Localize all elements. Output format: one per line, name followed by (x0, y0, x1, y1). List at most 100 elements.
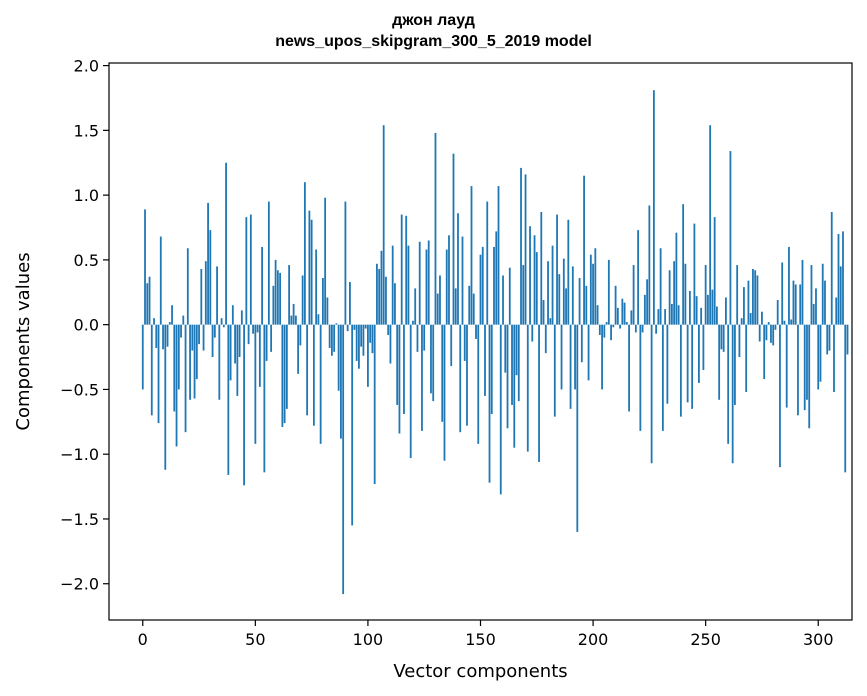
bar (351, 324, 354, 526)
bar (394, 283, 396, 325)
bar (466, 324, 468, 426)
bar (767, 322, 770, 325)
bar (405, 215, 408, 325)
bar (844, 324, 847, 473)
bar (520, 167, 522, 325)
bar (144, 209, 146, 325)
bar (441, 324, 444, 422)
bar (448, 235, 450, 325)
bar (373, 324, 376, 484)
bar (745, 324, 748, 393)
bar (560, 324, 563, 390)
bar (625, 322, 628, 325)
bar (761, 311, 763, 325)
bar (693, 223, 696, 325)
bar (747, 280, 750, 325)
bar (585, 285, 588, 325)
bar (738, 324, 741, 358)
bar (369, 324, 372, 343)
bar (569, 324, 572, 409)
bar (189, 324, 191, 400)
bar (470, 186, 473, 325)
bar (803, 324, 806, 411)
bar (826, 324, 829, 355)
bar (688, 290, 691, 325)
bar (436, 293, 439, 325)
bar (234, 324, 236, 364)
bar (317, 314, 320, 325)
bar (830, 211, 833, 325)
bar (756, 275, 759, 325)
chart-title: джон лауд (392, 12, 475, 29)
bar (459, 324, 462, 433)
bar (713, 217, 716, 325)
bar (743, 287, 745, 325)
bar (364, 324, 367, 329)
bar (504, 324, 507, 373)
bar (457, 213, 459, 325)
bar (779, 324, 781, 468)
bar (729, 151, 732, 325)
bar (824, 280, 826, 325)
bar (141, 324, 144, 390)
bar (400, 214, 403, 325)
bar (673, 261, 676, 325)
bar (670, 303, 673, 325)
bar (621, 298, 624, 325)
bar (475, 324, 477, 339)
bar (193, 324, 196, 399)
bar (175, 324, 178, 447)
bar (725, 297, 727, 325)
bar (664, 309, 667, 325)
bar (776, 300, 779, 325)
bar (806, 324, 808, 400)
bar (236, 324, 239, 396)
bar (310, 219, 313, 325)
bar (632, 265, 635, 325)
bar (634, 324, 637, 333)
bar (337, 324, 340, 391)
bar (155, 324, 158, 348)
bar (695, 296, 698, 325)
bar (698, 324, 700, 383)
bar (254, 324, 257, 444)
bar (565, 288, 567, 325)
bar (150, 324, 153, 416)
bar (598, 324, 601, 336)
bar (418, 241, 421, 325)
bar (355, 324, 358, 361)
bar (454, 288, 457, 325)
bar (301, 275, 304, 325)
bar (774, 324, 777, 330)
bar (276, 270, 279, 325)
y-tick-label: 0.5 (74, 251, 99, 270)
bar (652, 90, 655, 325)
bar (299, 324, 302, 346)
bar (335, 323, 338, 325)
bar (799, 284, 802, 325)
bar (612, 324, 615, 328)
bar (153, 318, 155, 325)
bar (526, 324, 529, 452)
bar (380, 250, 383, 325)
bar (427, 240, 430, 325)
bar (306, 324, 309, 416)
bar (412, 320, 414, 325)
y-tick-label: −0.5 (60, 380, 99, 399)
bar (659, 248, 662, 325)
bar (601, 324, 603, 390)
bar (630, 310, 633, 325)
bar (657, 309, 660, 325)
bar (839, 266, 842, 325)
bar (540, 211, 543, 325)
bar (538, 324, 540, 462)
bar (700, 307, 703, 325)
bar (297, 324, 300, 374)
bar (186, 248, 189, 325)
bar (675, 232, 678, 325)
bar (808, 324, 811, 429)
bar (481, 246, 484, 325)
bar (315, 249, 318, 325)
bar (326, 297, 329, 325)
bar (752, 268, 754, 325)
